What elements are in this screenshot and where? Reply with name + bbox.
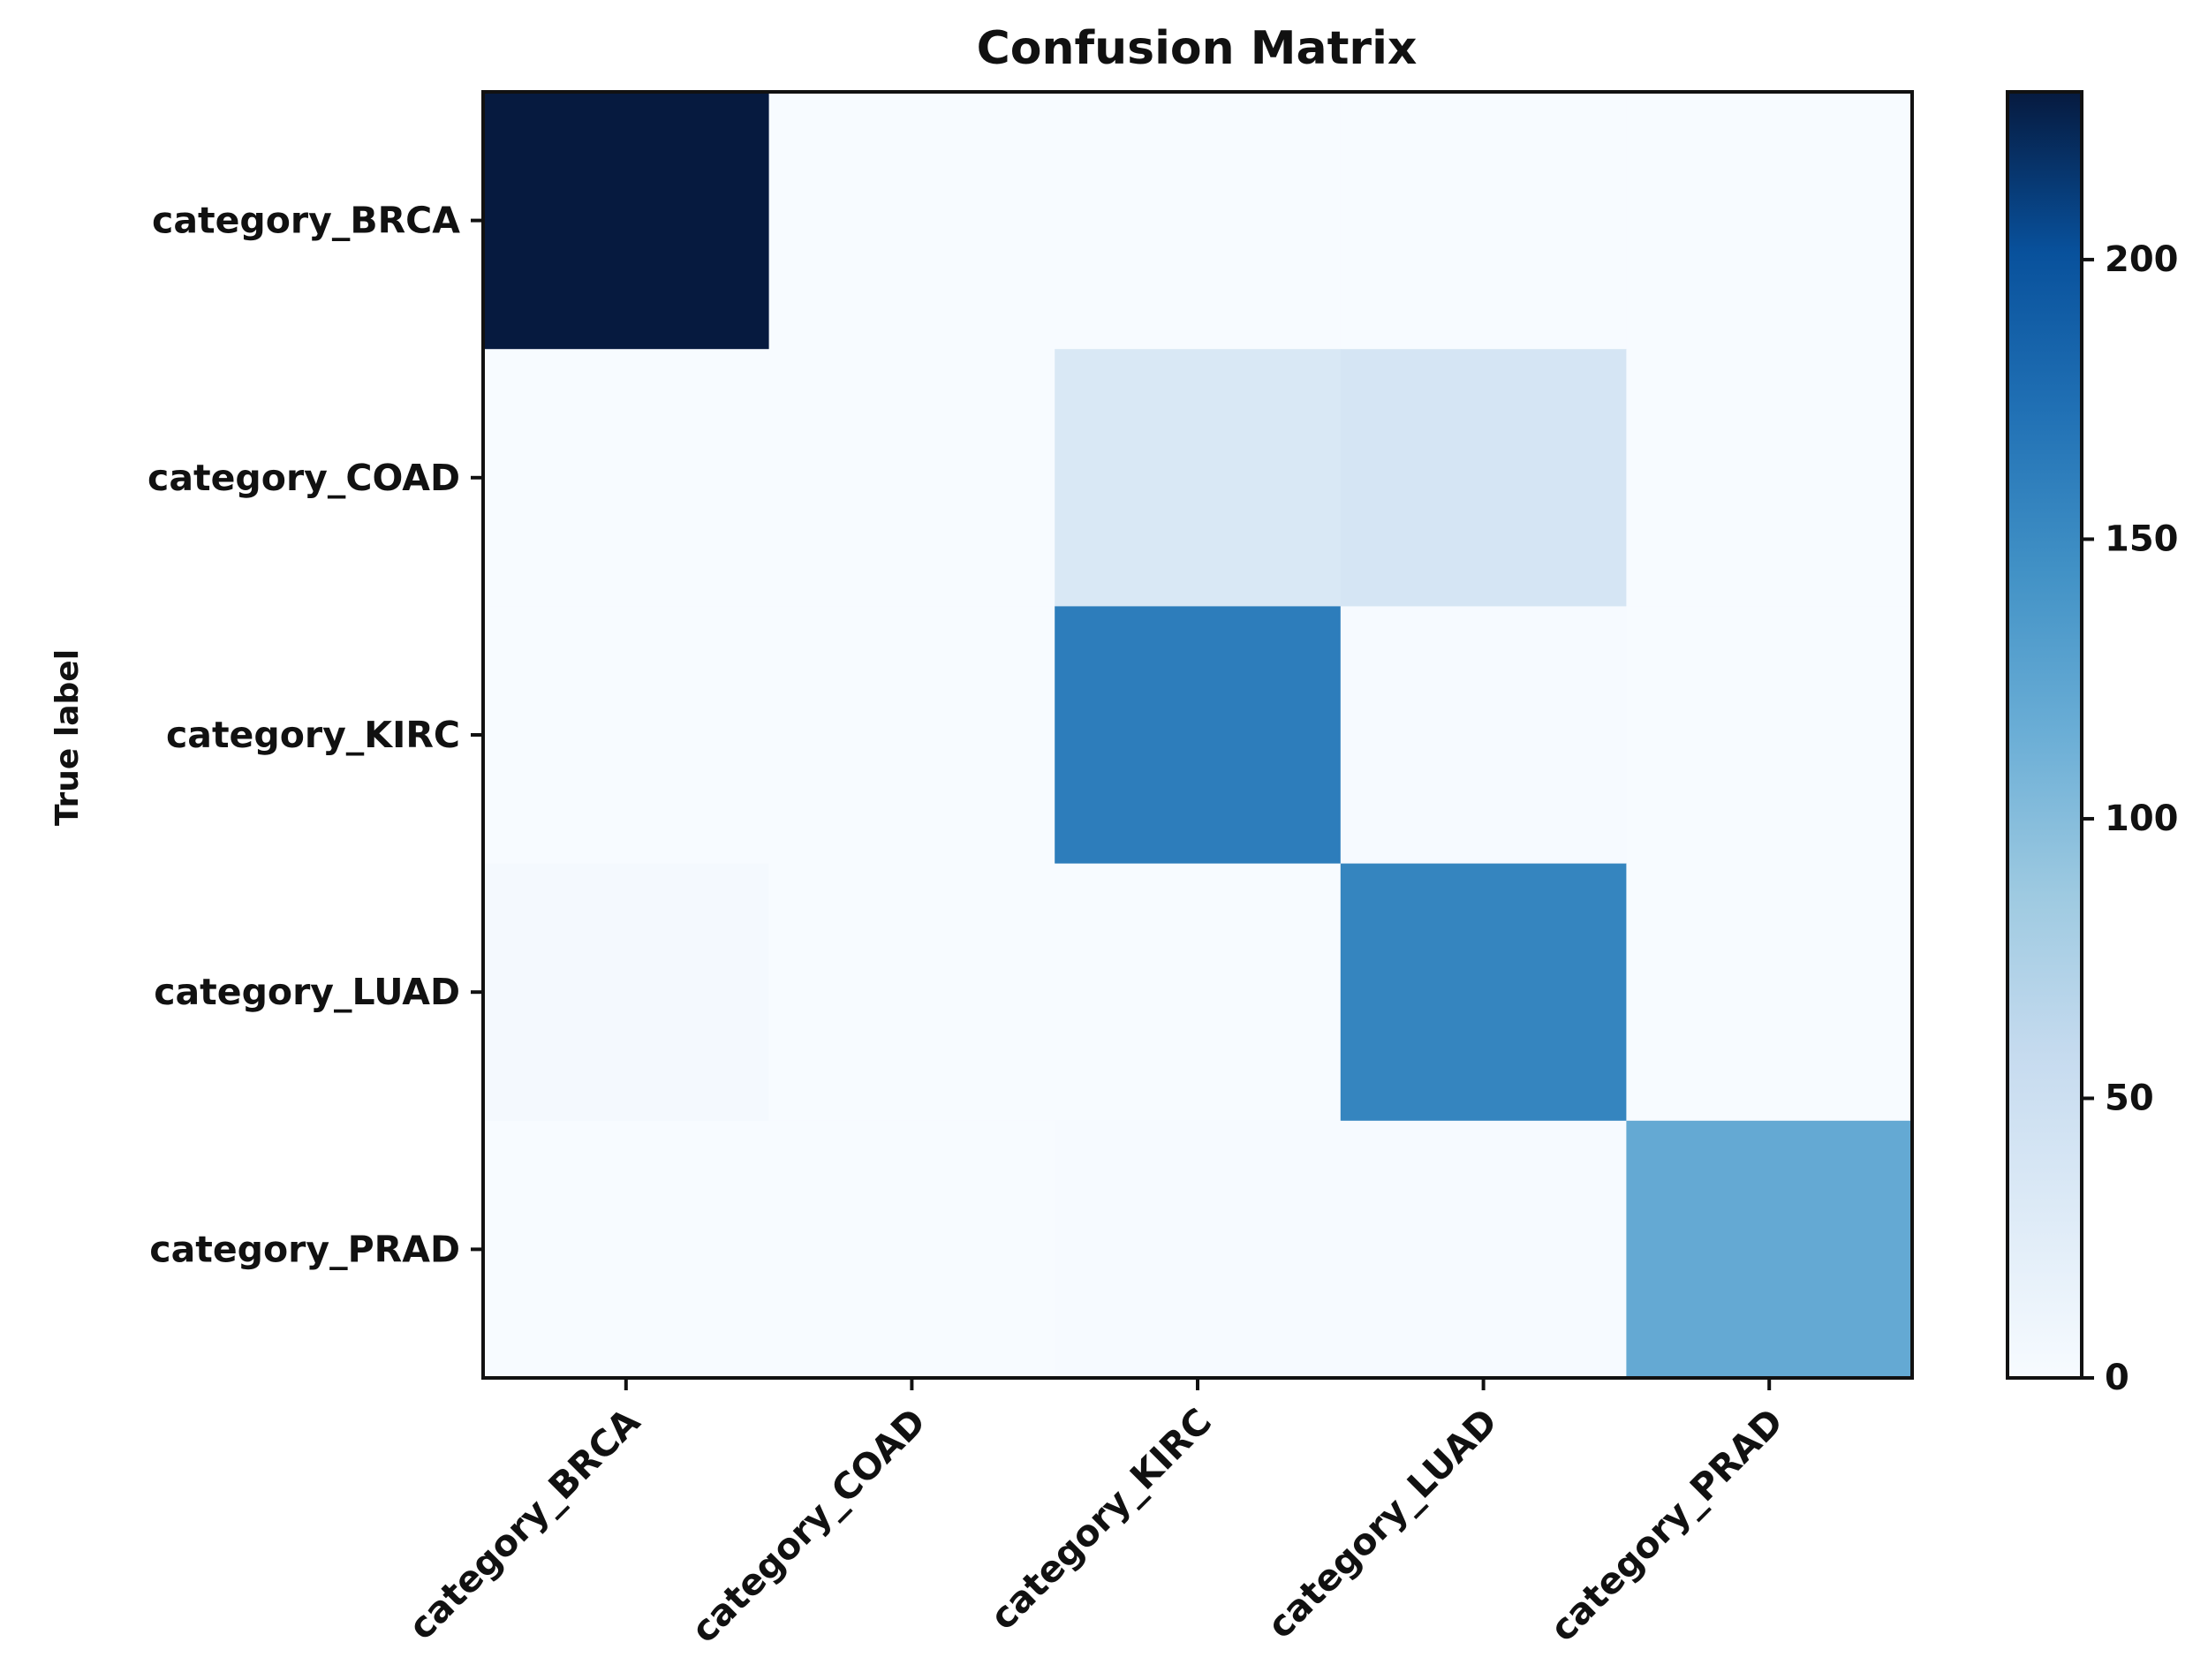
heatmap-cell-4-5 <box>1626 863 1913 1122</box>
heatmap-cell-2-5 <box>1626 349 1913 607</box>
x-tick-label: category_KIRC <box>982 1400 1220 1638</box>
colorbar <box>2006 90 2083 1380</box>
y-tick-label: category_PRAD <box>149 1228 460 1270</box>
y-tick-label: category_COAD <box>147 457 460 499</box>
heatmap-cell-3-2 <box>768 606 1055 865</box>
y-tick-label: category_BRCA <box>152 200 460 242</box>
heatmap-cell-5-2 <box>768 1120 1055 1379</box>
x-axis-ticks: category_BRCA category_COAD category_KIRC c… <box>400 1378 1791 1651</box>
heatmap-cell-1-3 <box>1055 92 1342 350</box>
heatmap-cell-2-1 <box>483 349 770 607</box>
heatmap-cell-1-1 <box>483 92 770 350</box>
colorbar-tick-label: 100 <box>2105 798 2179 839</box>
heatmap-cell-2-2 <box>768 349 1055 607</box>
x-tick-label: category_BRCA <box>400 1400 648 1648</box>
colorbar-tick-label: 0 <box>2105 1358 2129 1398</box>
x-tick-label: category_LUAD <box>1259 1400 1505 1646</box>
heatmap-cell-1-2 <box>768 92 1055 350</box>
y-axis-ticks: category_BRCA category_COAD category_KIRCc… <box>147 200 483 1270</box>
heatmap-cell-5-3 <box>1055 1120 1342 1379</box>
chart-title: Confusion Matrix <box>977 22 1418 75</box>
heatmap-cells <box>483 92 1913 1379</box>
colorbar-tick-label: 200 <box>2105 239 2179 280</box>
heatmap-cell-1-4 <box>1340 92 1627 350</box>
heatmap-cell-1-5 <box>1626 92 1913 350</box>
y-tick-label: category_LUAD <box>154 971 460 1013</box>
heatmap-cell-3-4 <box>1340 606 1627 865</box>
heatmap-cell-4-1 <box>483 863 770 1122</box>
heatmap-cell-3-1 <box>483 606 770 865</box>
heatmap-cell-2-3 <box>1055 349 1342 607</box>
heatmap-cell-3-3 <box>1055 606 1342 865</box>
colorbar-ticks: 0 50 100 150 200 <box>2082 239 2179 1398</box>
colorbar-tick-label: 150 <box>2105 518 2179 559</box>
colorbar-tick-label: 50 <box>2105 1078 2154 1118</box>
heatmap-cell-5-1 <box>483 1120 770 1379</box>
heatmap-cell-5-5 <box>1626 1120 1913 1379</box>
y-axis-label: True label <box>49 649 86 826</box>
heatmap-cell-5-4 <box>1340 1120 1627 1379</box>
heatmap-cell-4-4 <box>1340 863 1627 1122</box>
heatmap-cell-2-4 <box>1340 349 1627 607</box>
heatmap-cell-4-2 <box>768 863 1055 1122</box>
y-tick-label: category_KIRC <box>166 714 460 756</box>
x-tick-label: category_PRAD <box>1542 1400 1792 1650</box>
heatmap-cell-4-3 <box>1055 863 1342 1122</box>
x-tick-label: category_COAD <box>683 1400 934 1651</box>
heatmap-cell-3-5 <box>1626 606 1913 865</box>
